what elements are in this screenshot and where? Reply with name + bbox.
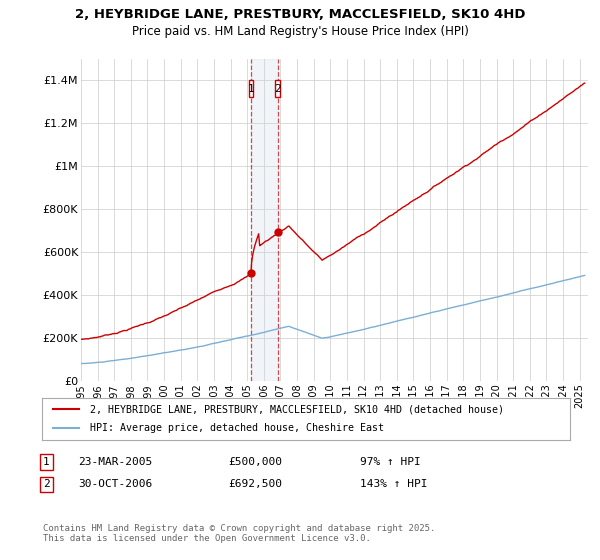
Text: Price paid vs. HM Land Registry's House Price Index (HPI): Price paid vs. HM Land Registry's House …	[131, 25, 469, 38]
FancyBboxPatch shape	[275, 80, 280, 97]
Text: £500,000: £500,000	[228, 457, 282, 467]
Text: £692,500: £692,500	[228, 479, 282, 489]
Text: 2, HEYBRIDGE LANE, PRESTBURY, MACCLESFIELD, SK10 4HD (detached house): 2, HEYBRIDGE LANE, PRESTBURY, MACCLESFIE…	[89, 404, 503, 414]
FancyBboxPatch shape	[248, 80, 253, 97]
Text: 2: 2	[43, 479, 50, 489]
Text: 97% ↑ HPI: 97% ↑ HPI	[360, 457, 421, 467]
Text: 23-MAR-2005: 23-MAR-2005	[78, 457, 152, 467]
Text: Contains HM Land Registry data © Crown copyright and database right 2025.
This d: Contains HM Land Registry data © Crown c…	[43, 524, 436, 543]
Text: 143% ↑ HPI: 143% ↑ HPI	[360, 479, 427, 489]
Text: 2, HEYBRIDGE LANE, PRESTBURY, MACCLESFIELD, SK10 4HD: 2, HEYBRIDGE LANE, PRESTBURY, MACCLESFIE…	[75, 8, 525, 21]
Bar	[251, 59, 278, 381]
Text: 1: 1	[43, 457, 50, 467]
Text: 2: 2	[274, 84, 281, 94]
Text: 30-OCT-2006: 30-OCT-2006	[78, 479, 152, 489]
Text: HPI: Average price, detached house, Cheshire East: HPI: Average price, detached house, Ches…	[89, 423, 383, 433]
Text: 1: 1	[248, 84, 254, 94]
